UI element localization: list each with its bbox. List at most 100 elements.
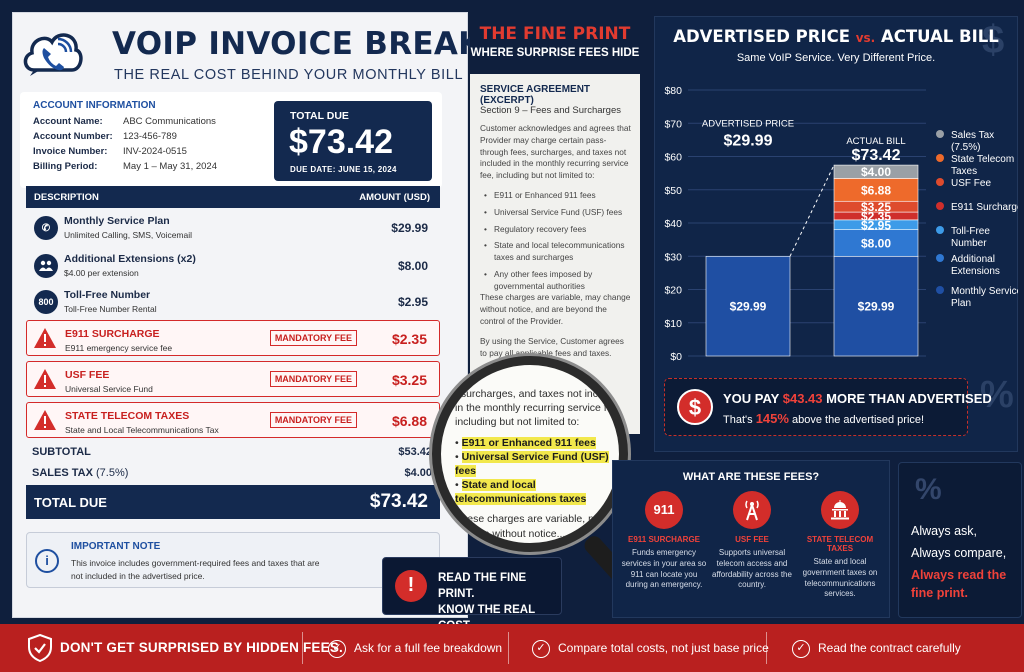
read-fine-print-callout: ! READ THE FINE PRINT. KNOW THE REAL COS…	[382, 557, 562, 632]
note-text: This invoice includes government-require…	[71, 558, 320, 581]
y-tick-label: $10	[664, 318, 682, 330]
line-item-detail: $4.00 per extension	[64, 268, 139, 278]
sales-tax-rate: (7.5%)	[95, 467, 129, 479]
total-due-amount: $73.42	[289, 123, 393, 161]
banner-tip: ✓ Read the contract carefully	[792, 640, 961, 658]
legend-marker	[936, 286, 944, 294]
banner-tip: ✓ Compare total costs, not just base pric…	[532, 640, 769, 658]
subtotal-amount: $53.42	[398, 446, 432, 458]
billing-period-row: Billing Period: May 1 – May 31, 2024	[33, 161, 217, 172]
chart-title-part1: ADVERTISED PRICE	[673, 27, 850, 46]
legend-marker	[936, 226, 944, 234]
account-value: ABC Communications	[123, 116, 216, 127]
fee-explainer-desc: Funds emergency services in your area so…	[621, 548, 707, 590]
grand-total-bar: TOTAL DUE $73.42	[26, 485, 440, 519]
fee-detail: Universal Service Fund	[65, 384, 153, 394]
percent-icon: %	[915, 473, 942, 506]
911-icon: 911	[645, 491, 683, 529]
fee-explainer-name: USF FEE	[735, 535, 769, 544]
list-item: State and local telecommunications taxes…	[484, 240, 632, 264]
agreement-paragraph: These charges are variable, may change w…	[480, 292, 631, 326]
magnified-lead: nsurcharges, and taxes not included in t…	[455, 388, 624, 429]
bar-segment-label: $29.99	[858, 300, 895, 314]
line-item-detail: Toll-Free Number Rental	[64, 304, 157, 314]
dollar-icon: $	[677, 389, 713, 425]
total-due-label: TOTAL DUE	[290, 110, 349, 122]
sales-tax-row: SALES TAX (7.5%) $4.00	[32, 467, 432, 479]
divider	[302, 632, 303, 664]
note-heading: IMPORTANT NOTE	[71, 541, 161, 552]
bar-segment-label: $3.25	[861, 200, 891, 214]
magnifying-glass: nsurcharges, and taxes not included in t…	[432, 356, 628, 552]
list-item: Universal Service Fund (USF) fees	[484, 207, 632, 219]
highlight-usf: Universal Service Fund (USF) fees	[455, 450, 609, 477]
account-label: Account Name:	[33, 116, 103, 127]
bar-segment-label: $2.35	[861, 209, 891, 223]
fee-detail: E911 emergency service fee	[65, 343, 173, 353]
account-value: 123-456-789	[123, 131, 177, 142]
capitol-icon	[821, 491, 859, 529]
sales-tax-label: SALES TAX (7.5%)	[32, 467, 128, 479]
description-column-header: DESCRIPTION	[34, 192, 99, 203]
toll-free-800-icon: 800	[34, 290, 58, 314]
bar-total-label: $73.42	[852, 147, 901, 164]
legend-label: Number	[951, 238, 987, 249]
fee-explainer-desc: Supports universal telecom access and af…	[712, 548, 792, 590]
y-tick-label: $0	[670, 351, 682, 363]
fee-detail: State and Local Telecommunications Tax	[65, 425, 219, 435]
highlight-e911: E911 or Enhanced 911 fees	[461, 436, 596, 449]
you-pay-detail: That's 145% above the advertised price!	[723, 411, 924, 426]
account-value: INV-2024-0515	[123, 146, 187, 157]
shield-check-icon	[28, 634, 52, 662]
you-pay-headline: YOU PAY $43.43 MORE THAN ADVERTISED	[723, 391, 992, 406]
banner-tip-text: Compare total costs, not just base price	[558, 641, 769, 656]
y-tick-label: $20	[664, 285, 682, 297]
list-item: E911 or Enhanced 911 fees	[484, 190, 632, 202]
fee-explainer-e911: 911 E911 SURCHARGE Funds emergency servi…	[621, 491, 707, 591]
banner-tip-text: Read the contract carefully	[818, 641, 961, 656]
fee-amount: $3.25	[391, 372, 427, 388]
legend-label: Toll-Free	[951, 226, 990, 237]
line-item-name: Toll-Free Number	[64, 289, 151, 301]
chart-title-part2: ACTUAL BILL	[881, 27, 999, 46]
fine-print-title: THE FINE PRINT	[479, 24, 631, 44]
antenna-icon	[733, 491, 771, 529]
banner-tip: ✓ Ask for a full fee breakdown	[328, 640, 502, 658]
account-label: Billing Period:	[33, 161, 98, 172]
account-info-heading: ACCOUNT INFORMATION	[33, 100, 156, 111]
due-date: DUE DATE: JUNE 15, 2024	[290, 165, 397, 174]
legend-marker	[936, 202, 944, 210]
grand-total-amount: $73.42	[369, 491, 428, 512]
fine-print-header: THE FINE PRINT WHERE SURPRISE FEES HIDE	[470, 16, 640, 72]
callout-line: READ THE FINE PRINT.	[438, 572, 527, 601]
phone-cloud-logo-icon	[23, 33, 83, 76]
warning-icon	[34, 410, 56, 430]
percent-watermark-icon: %	[980, 374, 1014, 416]
bar-segment	[833, 164, 919, 179]
y-tick-label: $40	[664, 218, 682, 230]
fee-amount: $2.35	[391, 331, 427, 347]
subtotal-row: SUBTOTAL $53.42	[32, 446, 432, 458]
agreement-intro: Customer acknowledges and agrees that Pr…	[480, 123, 631, 181]
fee-explainer-state-taxes: STATE TELECOM TAXES State and local gove…	[797, 491, 883, 600]
warning-icon	[34, 328, 56, 348]
magnified-tail: These charges are variable, may change w…	[455, 513, 608, 540]
highlight-state-taxes: State and local telecommunications taxes	[455, 479, 587, 506]
fee-list: E911 or Enhanced 911 fees Universal Serv…	[484, 190, 632, 297]
legend-label: Plan	[951, 298, 971, 309]
fee-row-e911: E911 SURCHARGE E911 emergency service fe…	[26, 320, 440, 356]
you-pay-amount: $43.43	[782, 391, 823, 406]
dollar-watermark-icon: $	[982, 18, 1005, 62]
fine-print-subtitle: WHERE SURPRISE FEES HIDE	[470, 47, 640, 59]
account-value: May 1 – May 31, 2024	[123, 161, 217, 172]
subtotal-label: SUBTOTAL	[32, 446, 91, 458]
legend-marker	[936, 254, 944, 262]
bar-segment-label: $6.88	[861, 183, 891, 197]
line-item-name: Monthly Service Plan	[64, 215, 170, 227]
fee-name: E911 SURCHARGE	[65, 328, 160, 340]
fee-name: USF FEE	[65, 369, 110, 381]
line-item-amount: $2.95	[397, 295, 428, 309]
legend-label: (7.5%)	[951, 142, 980, 153]
y-tick-label: $50	[664, 185, 682, 197]
bottom-banner: DON'T GET SURPRISED BY HIDDEN FEES. ✓ Ask…	[0, 624, 1024, 672]
